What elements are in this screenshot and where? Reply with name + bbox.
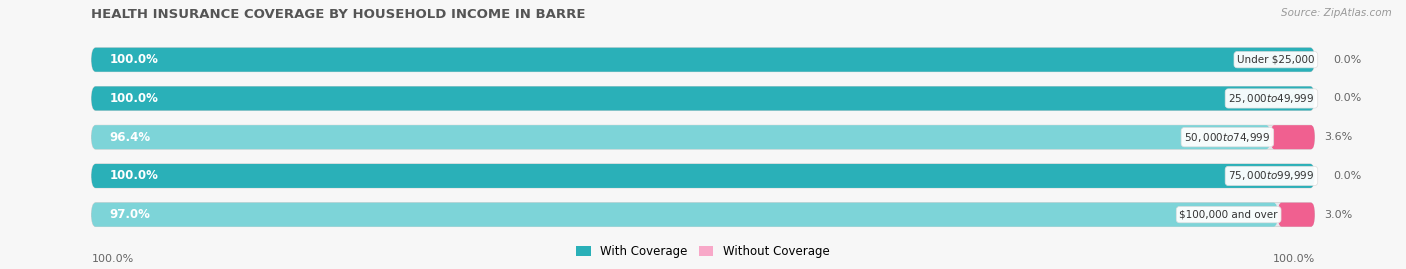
FancyBboxPatch shape bbox=[91, 203, 1315, 227]
Text: $25,000 to $49,999: $25,000 to $49,999 bbox=[1229, 92, 1315, 105]
Text: 100.0%: 100.0% bbox=[1272, 254, 1315, 264]
FancyBboxPatch shape bbox=[91, 125, 1271, 149]
Text: Under $25,000: Under $25,000 bbox=[1237, 55, 1315, 65]
Text: 100.0%: 100.0% bbox=[110, 169, 159, 182]
Text: Source: ZipAtlas.com: Source: ZipAtlas.com bbox=[1281, 8, 1392, 18]
Text: $50,000 to $74,999: $50,000 to $74,999 bbox=[1184, 131, 1271, 144]
Legend: With Coverage, Without Coverage: With Coverage, Without Coverage bbox=[572, 241, 834, 263]
Text: 3.0%: 3.0% bbox=[1324, 210, 1353, 220]
FancyBboxPatch shape bbox=[91, 48, 1315, 72]
FancyBboxPatch shape bbox=[91, 125, 1315, 149]
Text: 100.0%: 100.0% bbox=[110, 53, 159, 66]
FancyBboxPatch shape bbox=[91, 86, 1315, 111]
FancyBboxPatch shape bbox=[1278, 203, 1315, 227]
FancyBboxPatch shape bbox=[91, 164, 1315, 188]
Text: 96.4%: 96.4% bbox=[110, 131, 150, 144]
FancyBboxPatch shape bbox=[1271, 125, 1315, 149]
Text: 0.0%: 0.0% bbox=[1333, 171, 1361, 181]
Text: $75,000 to $99,999: $75,000 to $99,999 bbox=[1229, 169, 1315, 182]
FancyBboxPatch shape bbox=[91, 86, 1315, 111]
FancyBboxPatch shape bbox=[91, 48, 1315, 72]
Text: 0.0%: 0.0% bbox=[1333, 55, 1361, 65]
FancyBboxPatch shape bbox=[91, 203, 1278, 227]
Text: 3.6%: 3.6% bbox=[1324, 132, 1353, 142]
FancyBboxPatch shape bbox=[91, 164, 1315, 188]
Text: 0.0%: 0.0% bbox=[1333, 93, 1361, 104]
Text: $100,000 and over: $100,000 and over bbox=[1180, 210, 1278, 220]
Text: HEALTH INSURANCE COVERAGE BY HOUSEHOLD INCOME IN BARRE: HEALTH INSURANCE COVERAGE BY HOUSEHOLD I… bbox=[91, 8, 586, 21]
Text: 100.0%: 100.0% bbox=[91, 254, 134, 264]
Text: 100.0%: 100.0% bbox=[110, 92, 159, 105]
Text: 97.0%: 97.0% bbox=[110, 208, 150, 221]
